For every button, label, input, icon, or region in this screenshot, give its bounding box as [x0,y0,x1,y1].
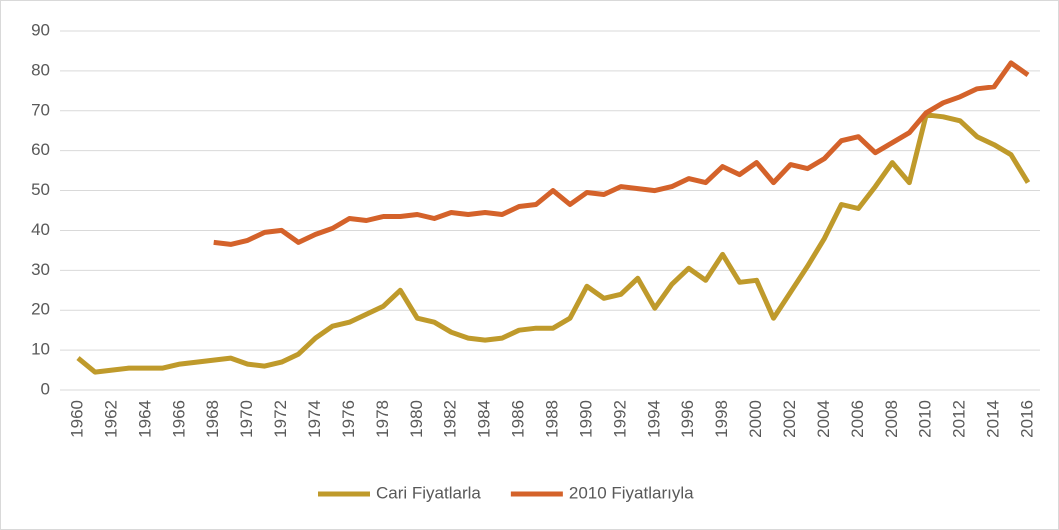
series-line [76,112,1031,375]
x-tick-label: 1970 [237,400,256,438]
legend-label: Cari Fiyatlarla [376,483,481,502]
x-tick-label: 2000 [746,400,765,438]
x-tick-label: 1968 [203,400,222,438]
x-tick-label: 1960 [67,400,86,438]
x-tick-label: 2014 [984,400,1003,438]
x-tick-label: 1966 [169,400,188,438]
x-tick-label: 1980 [407,400,426,438]
x-tick-label: 2008 [882,400,901,438]
y-tick-label: 50 [31,180,50,199]
x-tick-label: 1996 [678,400,697,438]
x-tick-label: 1972 [271,400,290,438]
x-tick-label: 1988 [542,400,561,438]
x-tick-label: 1998 [712,400,731,438]
x-tick-label: 1964 [135,400,154,438]
x-tick-label: 2016 [1017,400,1036,438]
x-tick-label: 1986 [509,400,528,438]
x-tick-label: 1976 [339,400,358,438]
x-tick-label: 1978 [373,400,392,438]
x-tick-label: 1994 [644,400,663,438]
y-tick-label: 20 [31,300,50,319]
x-tick-label: 2012 [950,400,969,438]
x-tick-label: 2006 [848,400,867,438]
y-tick-label: 0 [41,379,50,398]
y-tick-label: 60 [31,140,50,159]
x-tick-label: 1992 [610,400,629,438]
x-tick-label: 1984 [475,400,494,438]
y-tick-label: 40 [31,220,50,239]
x-tick-label: 1962 [101,400,120,438]
x-tick-label: 1974 [305,400,324,438]
y-tick-label: 80 [31,60,50,79]
x-tick-label: 2010 [916,400,935,438]
y-tick-label: 70 [31,100,50,119]
y-tick-label: 90 [31,20,50,39]
x-tick-label: 2004 [814,400,833,438]
x-tick-label: 1982 [441,400,460,438]
y-tick-label: 30 [31,260,50,279]
legend-label: 2010 Fiyatlarıyla [569,483,694,502]
series-line [213,60,1030,247]
x-tick-label: 1990 [576,400,595,438]
x-tick-label: 2002 [780,400,799,438]
y-tick-label: 10 [31,340,50,359]
